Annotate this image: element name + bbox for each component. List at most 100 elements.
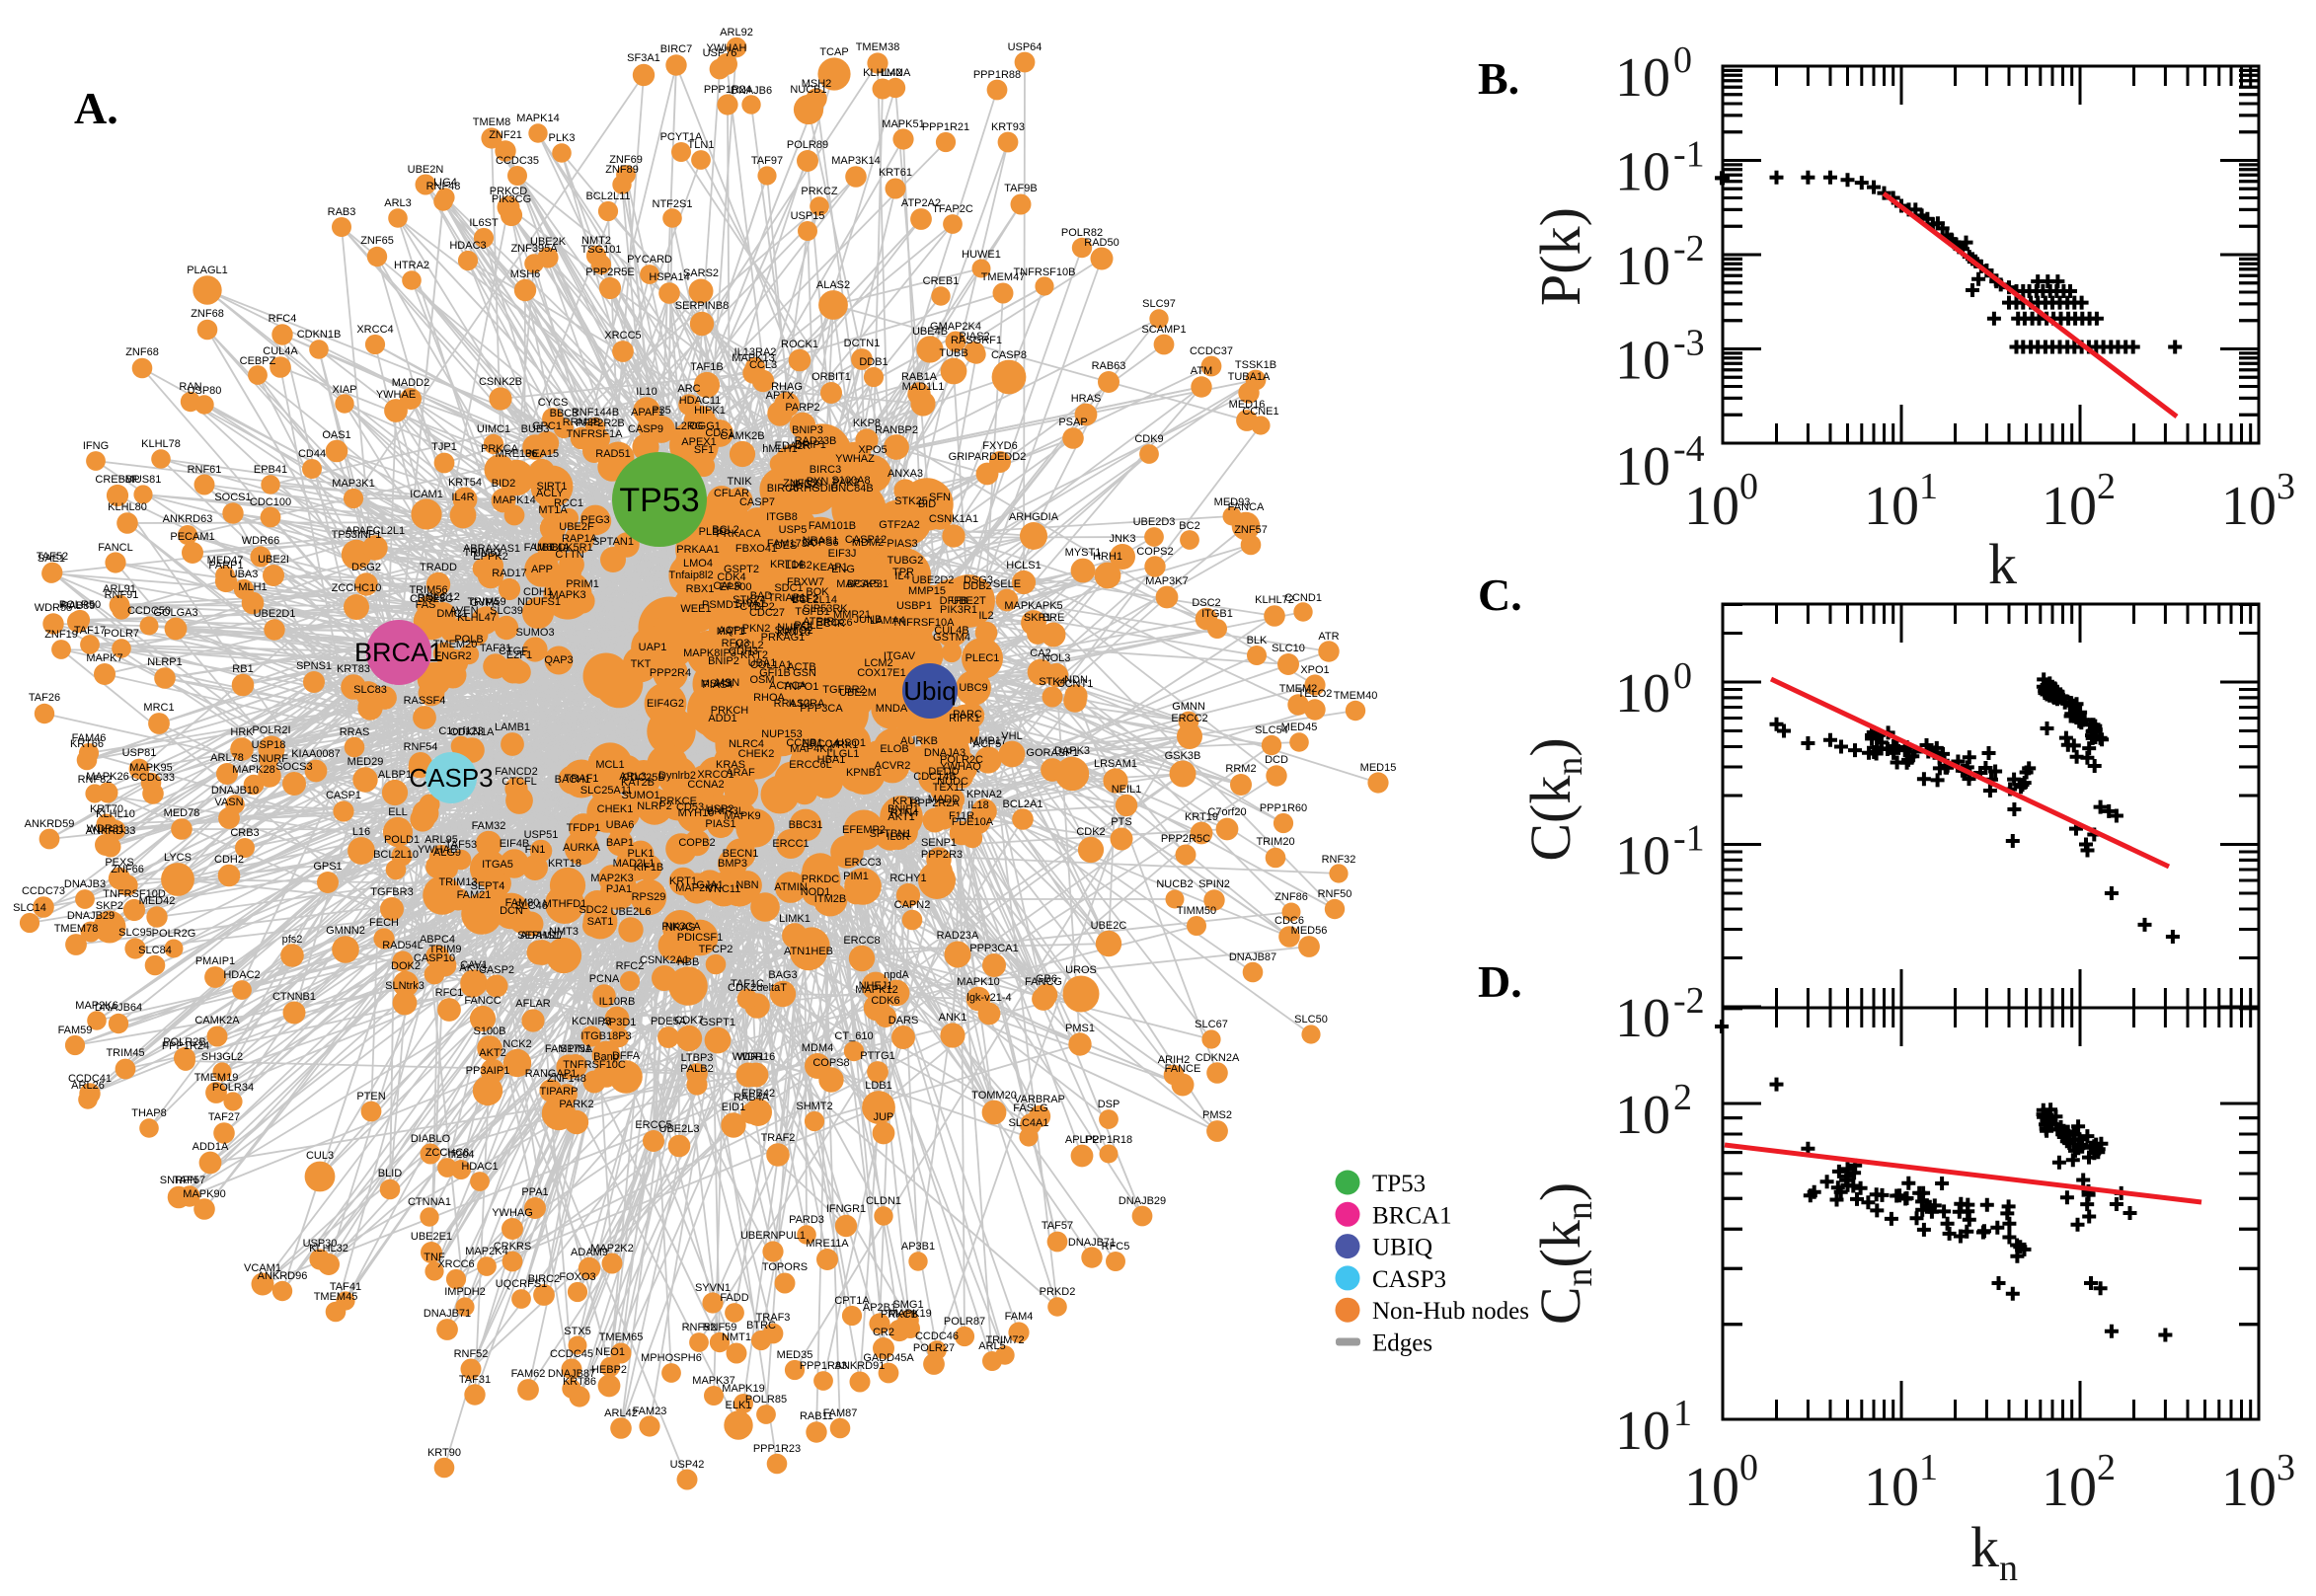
svg-text:MAPK28: MAPK28 <box>232 764 274 776</box>
svg-text:USP15: USP15 <box>791 210 825 222</box>
svg-text:WDR66: WDR66 <box>242 535 280 547</box>
svg-text:RCHY1: RCHY1 <box>889 873 926 884</box>
svg-text:PPP1R83: PPP1R83 <box>800 1360 847 1372</box>
svg-text:MCL1: MCL1 <box>595 759 624 771</box>
svg-text:PPP1R23: PPP1R23 <box>753 1443 801 1455</box>
svg-text:MDM4: MDM4 <box>802 1042 833 1054</box>
svg-text:SLC97: SLC97 <box>1142 298 1176 310</box>
svg-text:TCAP: TCAP <box>819 46 848 58</box>
svg-text:OSM: OSM <box>749 674 774 686</box>
svg-text:FN1: FN1 <box>525 844 546 856</box>
svg-text:RB1: RB1 <box>232 663 253 675</box>
svg-text:PPA1: PPA1 <box>521 1186 548 1198</box>
svg-text:TP53: TP53 <box>619 482 699 519</box>
svg-text:TUBB: TUBB <box>939 347 967 359</box>
svg-text:MSN: MSN <box>716 677 740 689</box>
svg-text:ELL: ELL <box>388 806 408 818</box>
svg-text:FAM173A: FAM173A <box>767 538 815 550</box>
svg-text:MRE11A: MRE11A <box>806 1238 849 1250</box>
svg-text:ING2: ING2 <box>793 479 818 491</box>
svg-text:TIPARP: TIPARP <box>540 1086 579 1098</box>
svg-text:SPIN2: SPIN2 <box>1198 878 1230 890</box>
svg-text:ERCC2: ERCC2 <box>1171 713 1207 724</box>
svg-text:RASSF4: RASSF4 <box>404 695 446 707</box>
svg-text:TRIM13: TRIM13 <box>438 876 477 888</box>
svg-text:NDN: NDN <box>1064 674 1088 686</box>
svg-text:LTBP3: LTBP3 <box>681 1052 714 1064</box>
svg-text:SLC83: SLC83 <box>353 684 387 696</box>
svg-text:UBE2L3: UBE2L3 <box>659 1123 700 1135</box>
svg-text:POLR85: POLR85 <box>745 1394 787 1406</box>
svg-text:D.: D. <box>1478 956 1522 1007</box>
svg-text:AKT3: AKT3 <box>459 962 487 974</box>
svg-text:CAPN2: CAPN2 <box>894 899 931 911</box>
svg-text:CSNK1A1: CSNK1A1 <box>929 513 978 525</box>
svg-text:UBE2E1: UBE2E1 <box>411 1231 452 1243</box>
svg-text:CCDC41: CCDC41 <box>68 1073 112 1085</box>
svg-text:GMNN2: GMNN2 <box>326 925 365 937</box>
svg-text:TAF97: TAF97 <box>751 155 783 167</box>
svg-text:PLEC1: PLEC1 <box>965 652 1000 664</box>
svg-text:FOXO3: FOXO3 <box>559 1271 595 1283</box>
svg-text:POLR2G: POLR2G <box>152 928 196 940</box>
svg-text:DCD: DCD <box>1265 754 1288 766</box>
svg-text:IL4R: IL4R <box>451 492 474 503</box>
svg-text:TMEM78: TMEM78 <box>54 923 99 935</box>
svg-text:RPS29: RPS29 <box>632 891 666 903</box>
svg-text:EPB41: EPB41 <box>254 464 287 476</box>
svg-text:UBE2C: UBE2C <box>1091 920 1127 932</box>
svg-text:ZNF68: ZNF68 <box>125 346 159 358</box>
svg-text:TAF27: TAF27 <box>208 1111 240 1123</box>
svg-text:HRAS: HRAS <box>1071 393 1102 405</box>
svg-text:PALB2: PALB2 <box>680 1063 713 1075</box>
svg-text:ALBP1: ALBP1 <box>378 769 412 781</box>
svg-text:GTF2A2: GTF2A2 <box>879 519 920 531</box>
svg-text:ADD1A: ADD1A <box>193 1141 229 1153</box>
svg-text:SH3GL2: SH3GL2 <box>201 1051 243 1063</box>
svg-text:SLNtrk3: SLNtrk3 <box>385 980 425 992</box>
svg-text:POLR2C: POLR2C <box>940 754 983 766</box>
svg-text:SPNS1: SPNS1 <box>296 660 332 672</box>
svg-text:SCAMP1: SCAMP1 <box>1141 324 1186 336</box>
svg-text:IL18: IL18 <box>967 799 988 811</box>
svg-text:MMP17: MMP17 <box>969 735 1007 747</box>
svg-text:ARL3: ARL3 <box>619 771 647 783</box>
svg-text:CASP9: CASP9 <box>628 423 663 435</box>
svg-text:OAS1: OAS1 <box>322 429 350 441</box>
svg-text:XPO1: XPO1 <box>1300 664 1329 676</box>
svg-text:IL10RA: IL10RA <box>789 698 825 710</box>
svg-text:UBE2D1: UBE2D1 <box>254 608 296 620</box>
svg-text:TFAP2C: TFAP2C <box>932 203 973 215</box>
svg-text:NDUFS1: NDUFS1 <box>517 596 561 608</box>
svg-text:PYCARD: PYCARD <box>627 254 672 266</box>
svg-text:STX5: STX5 <box>564 1326 591 1337</box>
svg-text:PP3AIP1: PP3AIP1 <box>466 1065 510 1077</box>
svg-text:KRT54: KRT54 <box>448 477 482 489</box>
svg-text:GSN: GSN <box>793 667 816 679</box>
svg-text:ITGB8: ITGB8 <box>766 511 798 523</box>
svg-text:BC2: BC2 <box>1179 520 1199 532</box>
svg-text:SLC14: SLC14 <box>13 902 46 914</box>
svg-text:UBE2M: UBE2M <box>839 687 877 699</box>
svg-text:CTTN: CTTN <box>555 549 583 561</box>
svg-text:PPP2R4: PPP2R4 <box>650 667 691 679</box>
svg-text:BLID: BLID <box>378 1168 403 1179</box>
svg-text:lgk-v21-4: lgk-v21-4 <box>966 992 1011 1004</box>
svg-text:HIPK1: HIPK1 <box>694 405 726 417</box>
svg-text:SUMO3: SUMO3 <box>515 627 554 639</box>
svg-text:IFNG: IFNG <box>83 440 109 452</box>
svg-text:CCDC46: CCDC46 <box>915 1330 959 1342</box>
svg-text:PTTG1: PTTG1 <box>860 1050 894 1062</box>
svg-text:MED45: MED45 <box>1281 722 1318 733</box>
svg-text:PECAM1: PECAM1 <box>170 531 214 543</box>
svg-text:MED29: MED29 <box>347 756 384 768</box>
svg-text:MYST1: MYST1 <box>1065 547 1102 559</box>
svg-text:MED42: MED42 <box>139 895 176 907</box>
svg-text:USP64: USP64 <box>1008 41 1042 53</box>
svg-text:KRT14: KRT14 <box>770 559 804 570</box>
svg-text:MADD: MADD <box>928 794 960 805</box>
svg-text:SPTAN1: SPTAN1 <box>592 536 634 548</box>
svg-text:SLC25A11: SLC25A11 <box>580 785 632 797</box>
svg-text:SLC10: SLC10 <box>1272 643 1305 654</box>
svg-text:HDAC3: HDAC3 <box>449 240 486 252</box>
